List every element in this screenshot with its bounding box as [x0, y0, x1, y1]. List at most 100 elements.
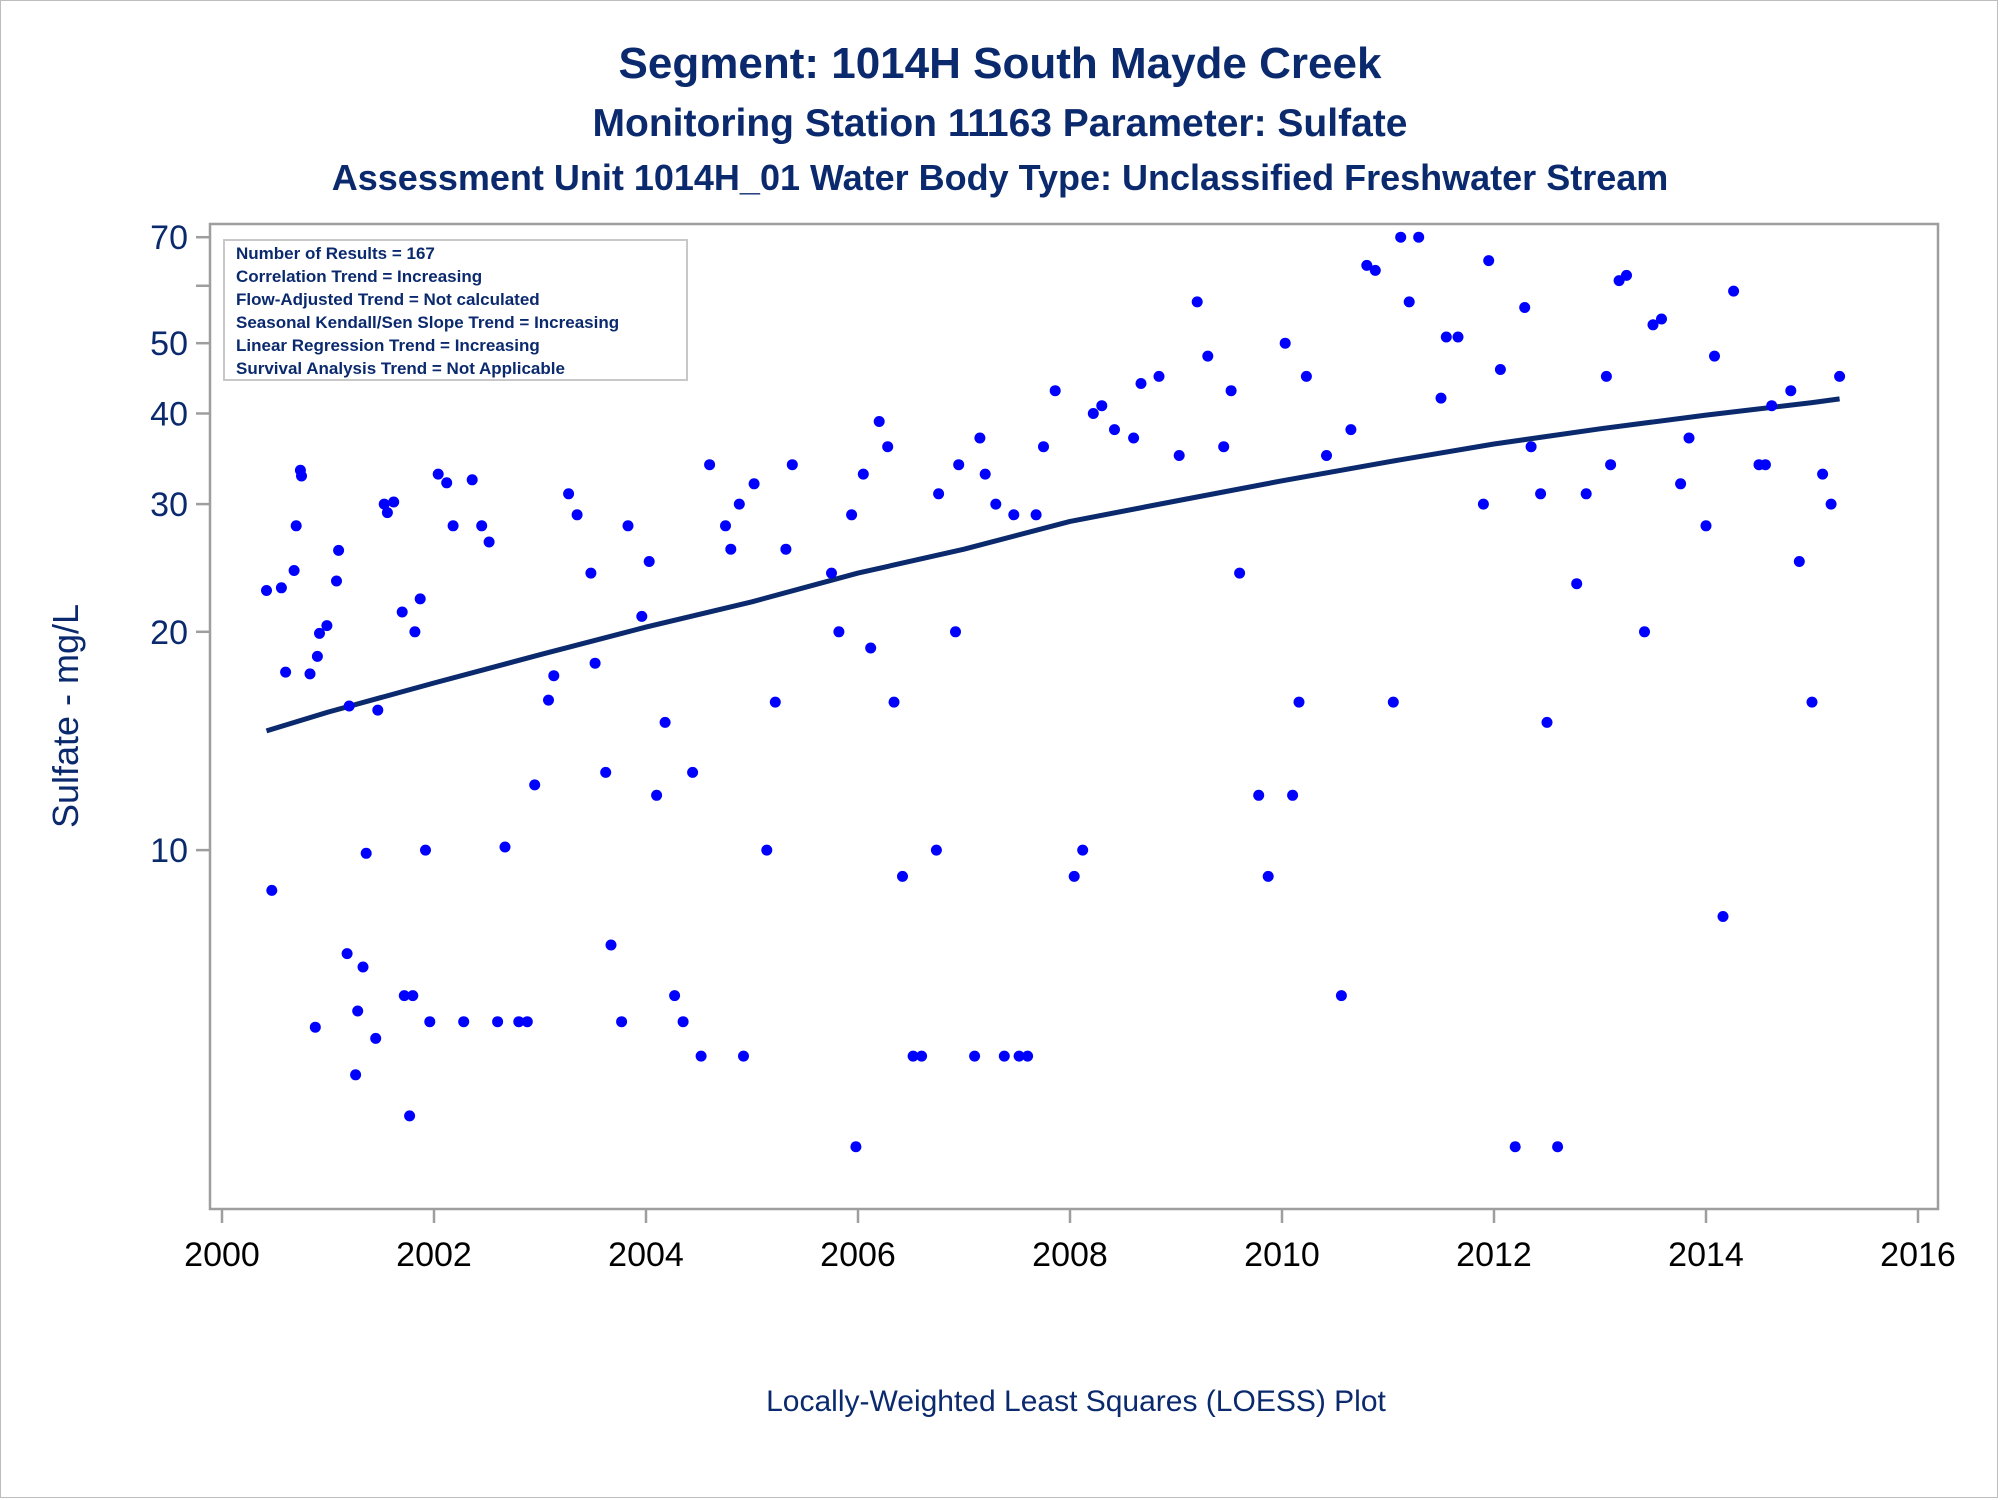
data-point	[720, 520, 731, 532]
data-point	[1519, 302, 1531, 313]
chart-footnote: Locally-Weighted Least Squares (LOESS) P…	[766, 1385, 1386, 1418]
data-point	[1008, 509, 1020, 521]
data-point	[1279, 337, 1291, 349]
x-tick-label: 2012	[1456, 1236, 1532, 1274]
data-point	[1700, 520, 1712, 532]
stat-correlation-trend: Correlation Trend = Increasing	[236, 267, 482, 286]
data-point	[882, 441, 894, 453]
data-point	[360, 847, 372, 859]
data-point	[1525, 441, 1537, 453]
plot-area	[208, 222, 1940, 1211]
y-tick-label: 40	[150, 395, 188, 433]
data-point	[1234, 567, 1246, 579]
data-point	[1759, 459, 1771, 471]
data-point	[695, 1050, 707, 1062]
data-point	[1413, 231, 1425, 243]
x-tick-label: 2002	[396, 1236, 472, 1274]
data-point	[280, 666, 292, 678]
data-point	[1605, 459, 1617, 471]
data-point	[396, 606, 408, 618]
data-point	[1202, 350, 1214, 362]
data-point	[378, 498, 390, 510]
data-point	[352, 1005, 364, 1017]
x-tick-label: 2016	[1880, 1236, 1956, 1274]
data-point	[733, 498, 745, 510]
data-point	[850, 1141, 862, 1153]
data-point	[261, 585, 272, 596]
data-point	[1509, 1141, 1521, 1153]
data-point	[1647, 319, 1659, 331]
trend-series	[265, 396, 1840, 734]
data-point	[309, 1021, 321, 1033]
data-point	[969, 1050, 981, 1062]
data-point	[857, 468, 869, 480]
data-point	[1109, 424, 1120, 436]
stats-box: Number of Results = 167 Correlation Tren…	[223, 239, 688, 381]
data-point	[1262, 870, 1274, 882]
data-point	[466, 474, 478, 486]
data-point	[370, 1032, 382, 1044]
data-point	[1300, 370, 1312, 382]
data-point	[424, 1016, 436, 1028]
data-point	[1135, 378, 1147, 389]
data-point	[1191, 296, 1203, 308]
data-point	[499, 841, 511, 853]
data-point	[605, 939, 617, 951]
x-tick-label: 2008	[1032, 1236, 1108, 1274]
y-axis: 10 20 30 40 50 70	[150, 219, 210, 870]
data-point	[1128, 432, 1140, 444]
data-point	[548, 670, 560, 682]
data-point	[521, 1016, 533, 1028]
data-point	[341, 948, 353, 960]
data-point	[1552, 1141, 1564, 1153]
data-point	[998, 1050, 1010, 1062]
stat-number-of-results: Number of Results = 167	[236, 244, 435, 263]
data-point	[1387, 696, 1399, 708]
chart-title: Segment: 1014H South Mayde Creek	[619, 39, 1382, 88]
data-point	[529, 779, 541, 791]
chart-subtitle: Monitoring Station 11163 Parameter: Sulf…	[593, 102, 1408, 145]
data-point	[1335, 990, 1347, 1002]
data-point	[432, 468, 444, 480]
data-point	[333, 544, 345, 556]
data-point	[907, 1050, 919, 1062]
y-tick-label: 30	[150, 486, 188, 524]
data-point	[738, 1050, 749, 1062]
data-point	[1049, 385, 1061, 397]
data-point	[1361, 259, 1373, 271]
data-point	[447, 520, 459, 532]
data-point	[398, 990, 410, 1002]
data-point	[266, 884, 278, 896]
data-point	[563, 488, 575, 500]
data-point	[769, 696, 781, 708]
x-tick-label: 2014	[1668, 1236, 1744, 1274]
data-point	[296, 470, 307, 482]
data-point	[1321, 450, 1332, 461]
data-point	[616, 1016, 628, 1028]
data-point	[314, 627, 325, 639]
data-point	[1087, 408, 1099, 419]
data-point	[846, 509, 858, 521]
data-point	[990, 498, 1002, 510]
data-point	[372, 704, 384, 716]
data-point	[888, 696, 900, 708]
data-point	[930, 844, 942, 856]
data-point	[1369, 264, 1381, 276]
data-point	[1403, 296, 1415, 308]
data-point	[1013, 1050, 1025, 1062]
data-point	[388, 496, 400, 508]
data-point	[1785, 385, 1797, 397]
data-point	[513, 1016, 525, 1028]
data-point	[1656, 313, 1667, 325]
data-point	[1395, 231, 1407, 243]
x-tick-label: 2004	[608, 1236, 684, 1274]
data-point	[1096, 400, 1108, 412]
data-point	[600, 766, 612, 778]
data-point	[357, 961, 369, 973]
data-point	[659, 716, 671, 728]
x-tick-label: 2010	[1244, 1236, 1320, 1274]
data-point	[350, 1069, 362, 1081]
y-tick-label: 70	[150, 219, 188, 257]
data-point	[441, 477, 453, 489]
data-point	[1541, 716, 1553, 728]
